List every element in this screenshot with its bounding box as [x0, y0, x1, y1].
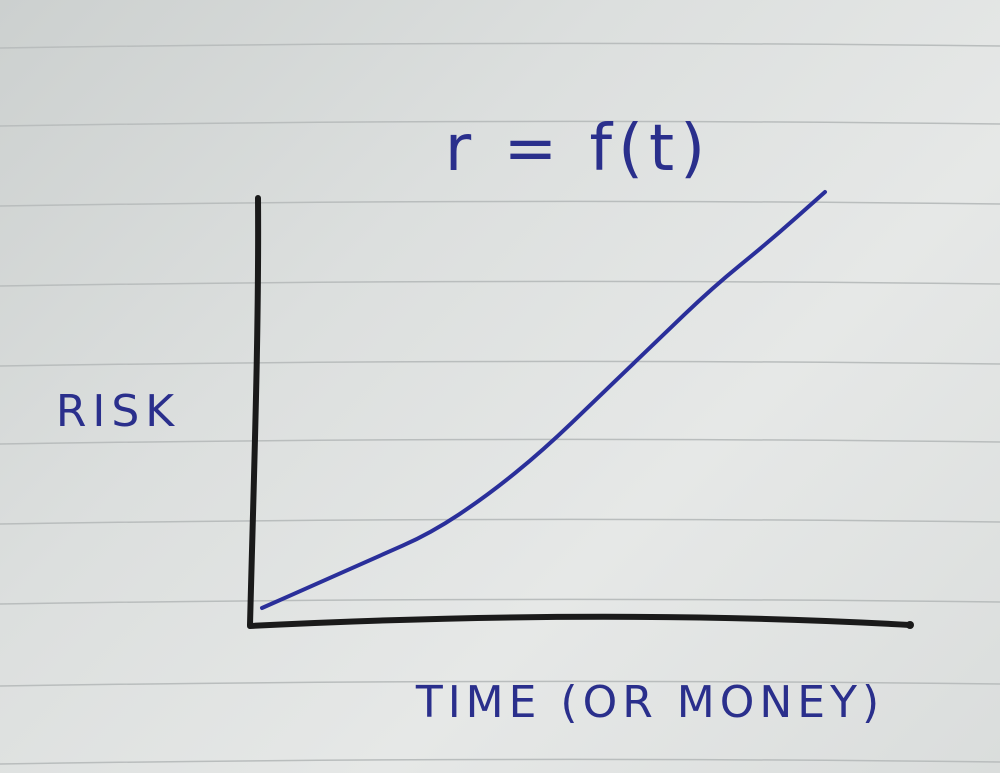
- ruled-line: [0, 42, 1000, 49]
- data-point: [598, 394, 602, 398]
- data-point: [710, 286, 714, 290]
- ruled-line: [0, 758, 1000, 765]
- x-axis-end-dot: [906, 621, 914, 629]
- data-point: [654, 340, 658, 344]
- x-axis-line: [247, 613, 913, 629]
- x-axis-label: TIME (OR MONEY): [415, 677, 884, 728]
- ruled-lines: [0, 42, 1000, 765]
- series-line: [260, 190, 827, 610]
- data-point: [767, 240, 771, 244]
- ruled-line: [0, 438, 1000, 445]
- ruled-line: [0, 200, 1000, 207]
- ruled-line: [0, 680, 1000, 687]
- y-axis-label: RISK: [56, 386, 180, 437]
- chart-title: r = f(t): [445, 112, 711, 186]
- series-marks: [260, 190, 827, 610]
- ruled-line: [0, 360, 1000, 367]
- y-axis-line: [247, 195, 262, 628]
- data-point: [316, 581, 320, 585]
- data-point: [429, 531, 433, 535]
- ruled-line: [0, 120, 1000, 127]
- data-point: [542, 448, 546, 452]
- ruled-line: [0, 518, 1000, 525]
- data-point: [373, 556, 377, 560]
- data-point: [485, 494, 489, 498]
- data-point: [823, 190, 827, 194]
- data-point: [260, 606, 264, 610]
- ruled-line: [0, 598, 1000, 605]
- ruled-line: [0, 280, 1000, 287]
